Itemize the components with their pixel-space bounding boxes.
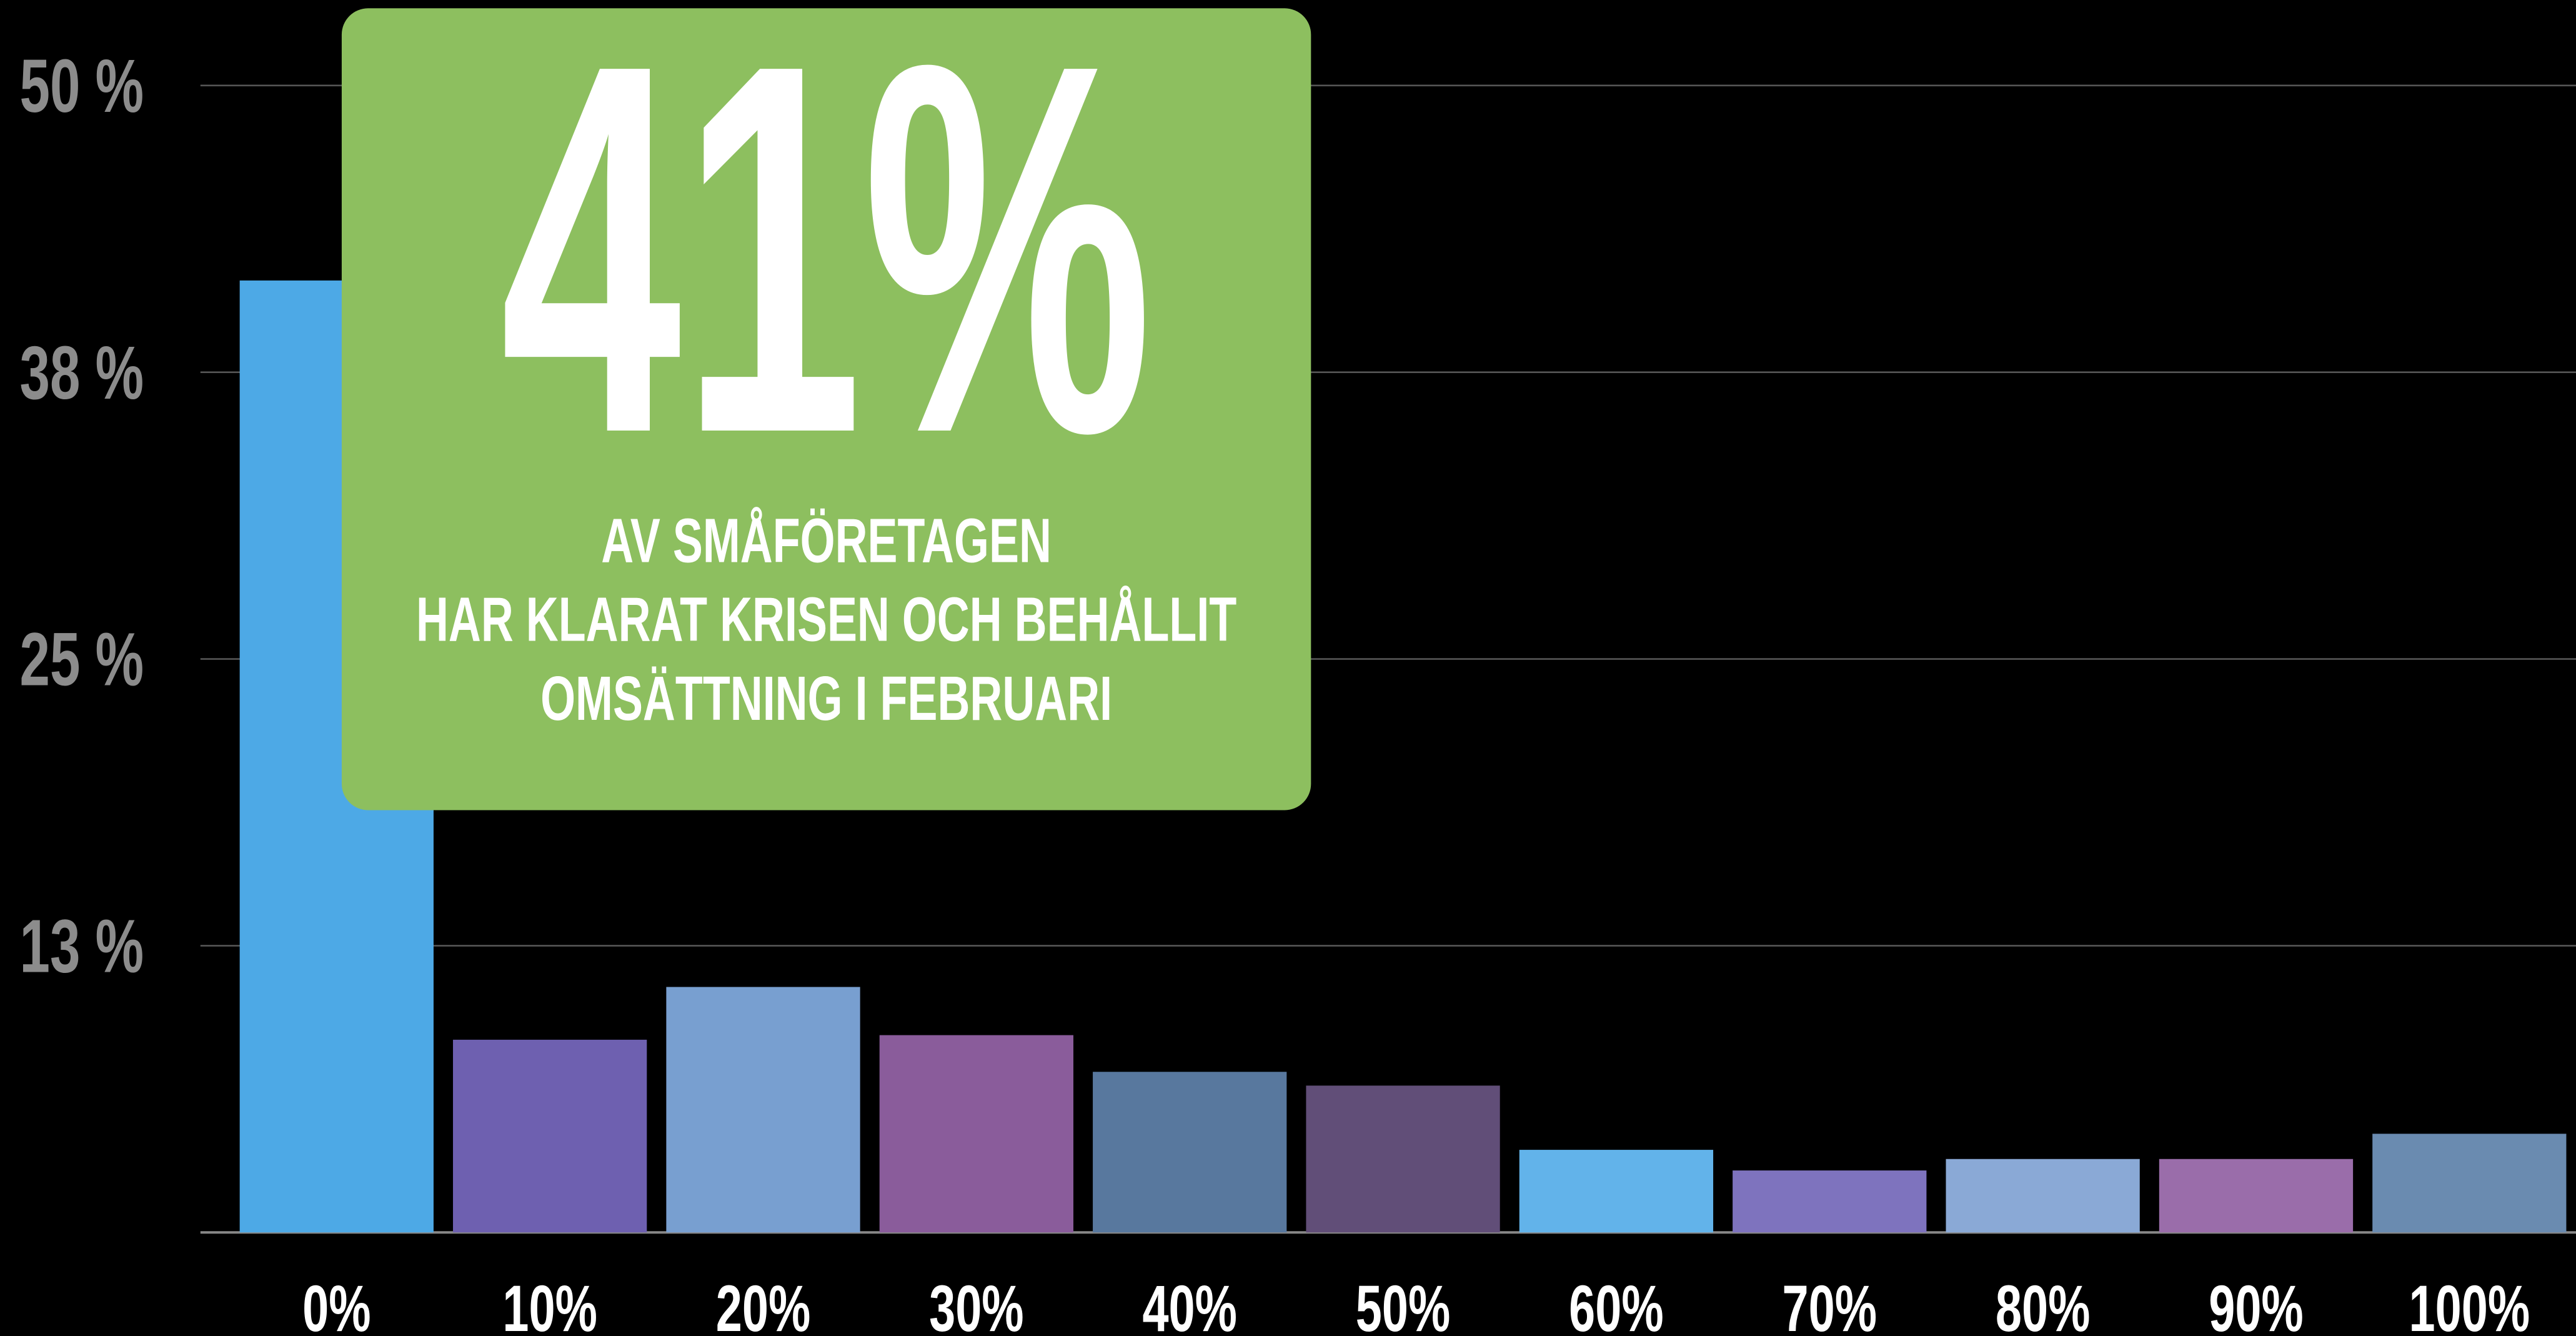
x-tick-label: 60% (1569, 1272, 1664, 1336)
x-tick-group: 70% (1782, 1272, 1877, 1336)
x-tick-label: 70% (1782, 1272, 1877, 1336)
y-tick-label: 13 % (20, 905, 144, 989)
x-tick-label: 80% (1996, 1272, 2091, 1336)
bar (1306, 1085, 1500, 1233)
y-tick-group: 25 % (20, 618, 144, 702)
callout-box (341, 8, 1311, 810)
bar (1946, 1159, 2140, 1233)
x-tick-group: 80% (1996, 1272, 2091, 1336)
callout-headline: 41% (500, 0, 1153, 542)
callout-line-group: OMSÄTTNING I FEBRUARI (540, 664, 1112, 733)
bar (1093, 1072, 1287, 1233)
x-tick-group: 60% (1569, 1272, 1664, 1336)
bar (453, 1039, 647, 1233)
x-tick-label: 0% (302, 1272, 370, 1336)
y-tick-label: 38 % (20, 331, 144, 415)
x-tick-label: 20% (716, 1272, 811, 1336)
x-tick-group: 30% (929, 1272, 1024, 1336)
y-tick-label: 50 % (20, 44, 144, 128)
bar (2159, 1159, 2354, 1233)
bar (879, 1035, 1073, 1233)
bar (1519, 1150, 1714, 1233)
x-tick-label: 30% (929, 1272, 1024, 1336)
x-tick-label: 90% (2209, 1272, 2304, 1336)
x-tick-group: 50% (1356, 1272, 1451, 1336)
callout-line-group: AV SMÅFÖRETAGEN (601, 506, 1052, 576)
bar (666, 987, 860, 1233)
x-tick-group: 0% (302, 1272, 370, 1336)
y-tick-group: 50 % (20, 44, 144, 128)
x-tick-label: 40% (1142, 1272, 1237, 1336)
y-tick-group: 38 % (20, 331, 144, 415)
callout-text: OMSÄTTNING I FEBRUARI (540, 664, 1112, 733)
x-tick-group: 10% (502, 1272, 597, 1336)
headline-group: 41% (500, 0, 1153, 542)
bar (2372, 1134, 2567, 1233)
y-tick-group: 13 % (20, 905, 144, 989)
x-tick-group: 100% (2409, 1272, 2530, 1336)
x-tick-group: 40% (1142, 1272, 1237, 1336)
bar (1733, 1170, 1927, 1233)
x-tick-group: 20% (716, 1272, 811, 1336)
x-tick-group: 90% (2209, 1272, 2304, 1336)
callout-line-group: HAR KLARAT KRISEN OCH BEHÅLLIT (416, 585, 1236, 654)
x-tick-label: 100% (2409, 1272, 2530, 1336)
callout-text: AV SMÅFÖRETAGEN (601, 506, 1052, 576)
y-tick-label: 25 % (20, 618, 144, 702)
callout-text: HAR KLARAT KRISEN OCH BEHÅLLIT (416, 585, 1236, 654)
x-tick-label: 10% (502, 1272, 597, 1336)
x-tick-label: 50% (1356, 1272, 1451, 1336)
